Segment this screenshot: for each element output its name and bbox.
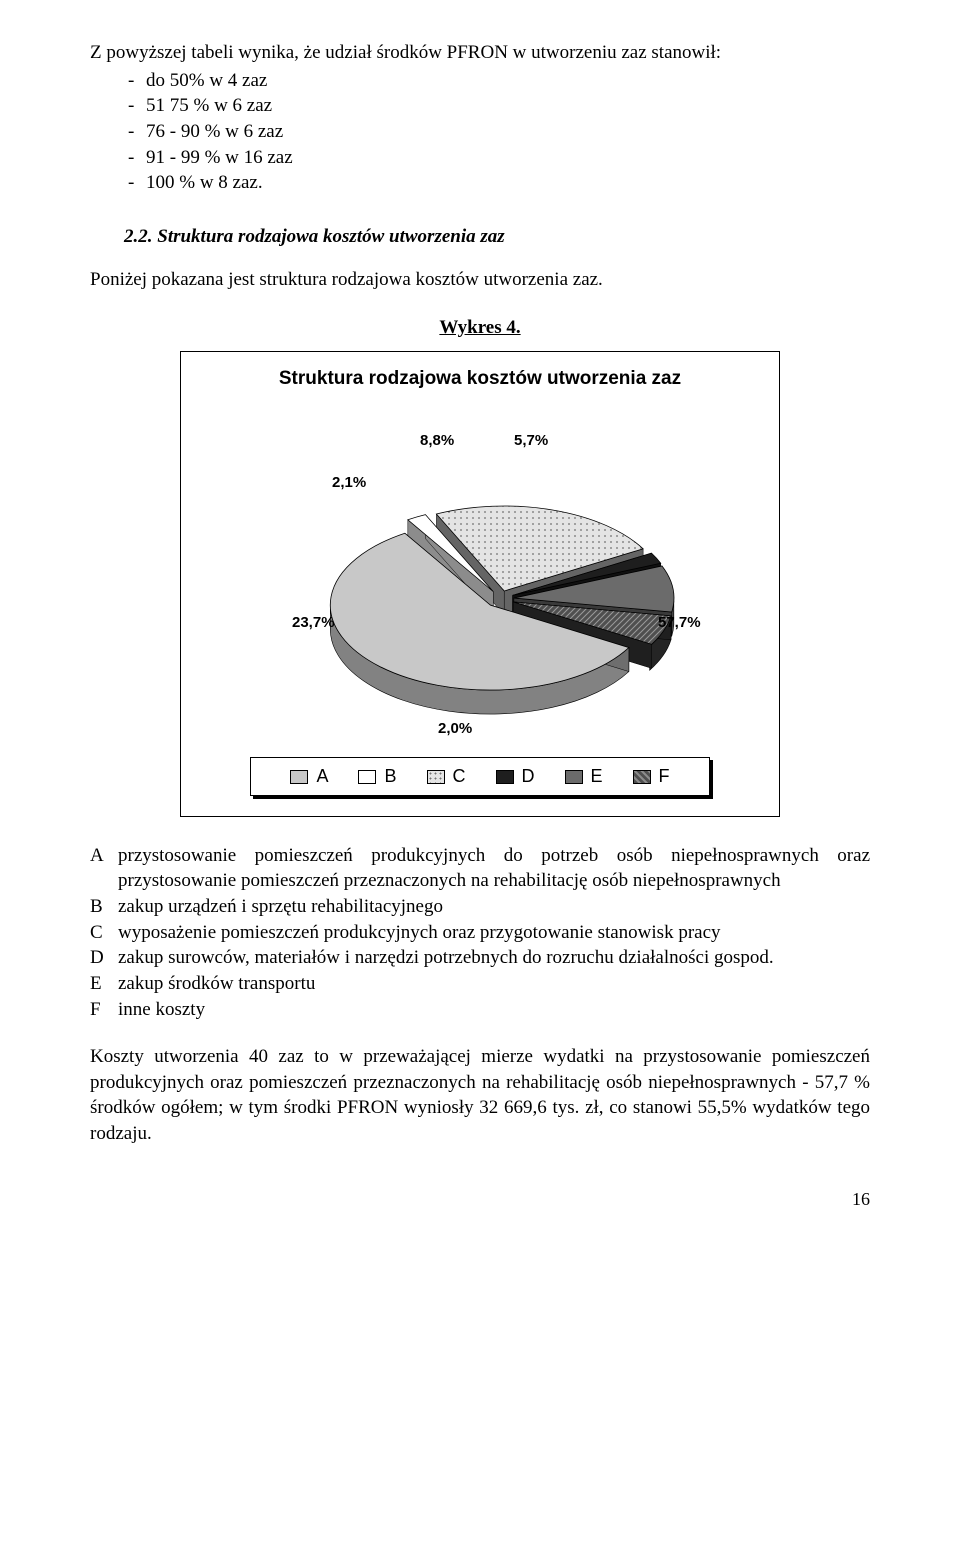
chart-title: Struktura rodzajowa kosztów utworzenia z…	[201, 366, 759, 392]
legend-key: A	[316, 764, 328, 788]
legend-item: B	[358, 764, 396, 788]
chart-number-label: Wykres 4.	[90, 315, 870, 341]
slice-label-C: 23,7%	[292, 614, 335, 631]
desc-key: B	[90, 894, 118, 920]
section-number: 2.2.	[124, 226, 153, 247]
legend-item: A	[290, 764, 328, 788]
chart-frame: Struktura rodzajowa kosztów utworzenia z…	[180, 351, 780, 817]
legend-key: B	[384, 764, 396, 788]
chart-legend: A B C D E F	[250, 757, 710, 795]
section-body: Poniżej pokazana jest struktura rodzajow…	[90, 267, 870, 293]
desc-text: zakup surowców, materiałów i narzędzi po…	[118, 945, 870, 971]
legend-key: E	[591, 764, 603, 788]
slice-label-E: 8,8%	[420, 432, 454, 449]
desc-key: F	[90, 997, 118, 1023]
desc-text: zakup środków transportu	[118, 971, 870, 997]
slice-label-A: 57,7%	[658, 614, 701, 631]
desc-key: D	[90, 945, 118, 971]
list-item: 76 - 90 % w 6 zaz	[90, 119, 870, 145]
desc-text: wyposażenie pomieszczeń produkcyjnych or…	[118, 920, 870, 946]
legend-swatch	[565, 770, 583, 784]
legend-item: E	[565, 764, 603, 788]
summary-paragraph: Koszty utworzenia 40 zaz to w przeważają…	[90, 1044, 870, 1147]
list-item: 51 75 % w 6 zaz	[90, 93, 870, 119]
legend-key: D	[522, 764, 535, 788]
legend-key: C	[453, 764, 466, 788]
desc-text: zakup urządzeń i sprzętu rehabilitacyjne…	[118, 894, 870, 920]
desc-key: A	[90, 843, 118, 894]
desc-key: E	[90, 971, 118, 997]
legend-key: F	[659, 764, 670, 788]
slice-label-B: 2,0%	[438, 720, 472, 737]
legend-item: D	[496, 764, 535, 788]
slice-label-D: 2,1%	[332, 474, 366, 491]
list-item: 91 - 99 % w 16 zaz	[90, 145, 870, 171]
slice-label-F: 5,7%	[514, 432, 548, 449]
legend-descriptions: Aprzystosowanie pomieszczeń produkcyjnyc…	[90, 843, 870, 1022]
section-title: Struktura rodzajowa kosztów utworzenia z…	[157, 226, 504, 247]
legend-item: F	[633, 764, 670, 788]
list-item: do 50% w 4 zaz	[90, 68, 870, 94]
intro-block: Z powyższej tabeli wynika, że udział śro…	[90, 40, 870, 66]
desc-text: przystosowanie pomieszczeń produkcyjnych…	[118, 843, 870, 894]
legend-swatch	[427, 770, 445, 784]
legend-item: C	[427, 764, 466, 788]
list-item: 100 % w 8 zaz.	[90, 170, 870, 196]
section-heading: 2.2. Struktura rodzajowa kosztów utworze…	[124, 224, 870, 250]
intro-text: Z powyższej tabeli wynika, że udział śro…	[90, 40, 870, 66]
legend-swatch	[633, 770, 651, 784]
legend-swatch	[496, 770, 514, 784]
pie-chart: 8,8% 5,7% 2,1% 23,7% 57,7% 2,0%	[201, 409, 759, 749]
legend-swatch	[290, 770, 308, 784]
page-number: 16	[90, 1187, 870, 1211]
bullet-list: do 50% w 4 zaz 51 75 % w 6 zaz 76 - 90 %…	[90, 68, 870, 196]
legend-swatch	[358, 770, 376, 784]
desc-text: inne koszty	[118, 997, 870, 1023]
desc-key: C	[90, 920, 118, 946]
